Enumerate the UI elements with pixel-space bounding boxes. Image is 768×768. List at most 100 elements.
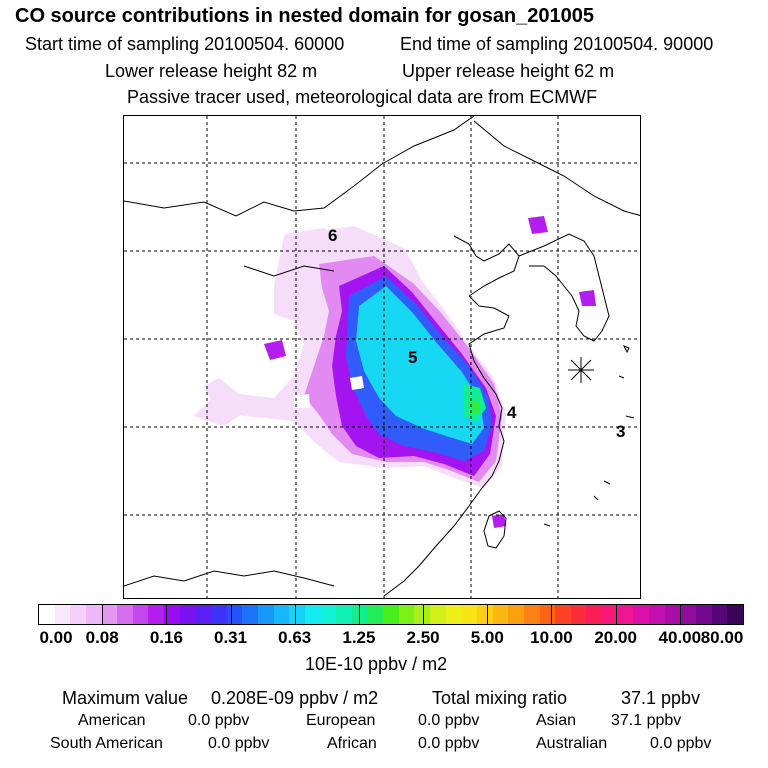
map-title: CO source contributions in nested domain… [15,5,595,27]
colorbar-segment [727,605,743,624]
coast-east-china [383,360,505,597]
colorbar-segment [586,605,603,624]
colorbar-segment [602,605,618,624]
colorbar-tick-label: 0.00 [39,628,73,647]
colorbar-segment [445,605,462,624]
grid-layer [124,116,640,598]
coast-bohai [453,235,520,297]
end-time-label: End time of sampling 20100504. 90000 [400,34,714,54]
colorbar-tick-label: 0.31 [213,628,248,647]
colorbar-tick-label: 0.08 [85,628,119,647]
colorbar-segment [508,605,524,624]
colorbar-segment [695,605,712,624]
colorbar-segment [617,605,634,624]
region-value: 0.0 ppbv [208,735,270,752]
colorbar-segment [70,605,86,624]
lower-height-label: Lower release height 82 m [105,61,318,81]
colorbar-tick-label: 0.16 [149,628,183,647]
colorbar-segment [226,605,243,624]
map-panel: 6 5 4 3 [123,115,641,599]
region-name: Australian [536,735,608,752]
colorbar-tick-line [294,604,296,625]
colorbar-segment [461,605,477,624]
map-canvas [124,116,640,598]
marker-5: 5 [408,348,418,367]
colorbar-segment [555,605,571,624]
colorbar-segment [523,605,540,624]
plume-hole-2 [294,394,310,408]
region-value: 0.0 ppbv [188,712,250,729]
region-value: 0.0 ppbv [650,735,712,752]
upper-height-label: Upper release height 62 m [402,61,615,81]
plume-cyan [356,286,484,444]
colorbar-tick-line [166,604,168,625]
colorbar-segment [414,605,431,624]
colorbar-tick-line [230,604,232,625]
colorbar-tick-line [102,604,104,625]
coast-shandong [468,295,510,362]
tracer-note: Passive tracer used, meteorological data… [127,87,598,107]
colorbar-tick-line [423,604,425,625]
colorbar-segment [179,605,196,624]
colorbar-segment [336,605,352,624]
border-north [124,116,475,217]
region-name: South American [50,735,163,752]
max-value-label: Maximum value [62,688,189,708]
colorbar-tick-label: 2.50 [406,628,440,647]
region-name: European [306,712,376,729]
colorbar-segment [320,605,337,624]
colorbar-tick-label: 5.00 [470,628,504,647]
colorbar-segment [367,605,384,624]
colorbar-segment [257,605,274,624]
colorbar-segment [711,605,728,624]
plume-outer-north [284,228,354,254]
colorbar-segment [648,605,665,624]
plume-blob-taiwan [492,514,506,528]
total-mixing-value: 37.1 ppbv [621,688,701,708]
colorbar-segment [85,605,102,624]
islands-japan [618,345,635,419]
colorbar-segment [383,605,399,624]
colorbar-tick-line [358,604,360,625]
colorbar-segment [398,605,415,624]
colorbar-segment [304,605,321,624]
colorbar-tick-line [679,604,681,625]
colorbar-tick-label: 20.00 [594,628,637,647]
plume-blob-korea [579,290,596,306]
colorbar-segment [211,605,227,624]
max-value: 0.208E-09 ppbv / m2 [211,688,379,708]
colorbar-tick-line [615,604,617,625]
colorbar-segment [39,605,55,624]
colorbar-segment [539,605,556,624]
plume-blob-west [264,340,286,360]
border-inner [243,265,335,277]
marker-6: 6 [328,226,338,245]
colorbar-segment [680,605,696,624]
colorbar-segment [101,605,118,624]
colorbar-tick-label: 0.63 [278,628,312,647]
star-icon [568,357,594,383]
plume-layer [194,216,596,528]
coast-korea [518,233,610,342]
region-name: African [327,735,377,752]
border-manchuria [473,120,640,216]
colorbar-tick-label: 10.00 [530,628,573,647]
start-time-label: Start time of sampling 20100504. 60000 [25,34,345,54]
colorbar-segment [476,605,493,624]
total-mixing-label: Total mixing ratio [432,688,568,708]
region-value: 0.0 ppbv [418,735,480,752]
colorbar-segment [289,605,305,624]
colorbar-segment [132,605,149,624]
region-value: 37.1 ppbv [611,712,682,729]
colorbar-segment [633,605,649,624]
coast-taiwan [483,510,507,549]
plume-hotspot [470,400,480,414]
colorbar-segment [492,605,509,624]
colorbar-units: 10E-10 ppbv / m2 [305,654,448,674]
islands-ryukyu [543,480,611,527]
marker-3: 3 [616,422,626,441]
colorbar-tick-line [487,604,489,625]
colorbar-segment [273,605,290,624]
colorbar [38,604,744,625]
colorbar-segment [117,605,133,624]
